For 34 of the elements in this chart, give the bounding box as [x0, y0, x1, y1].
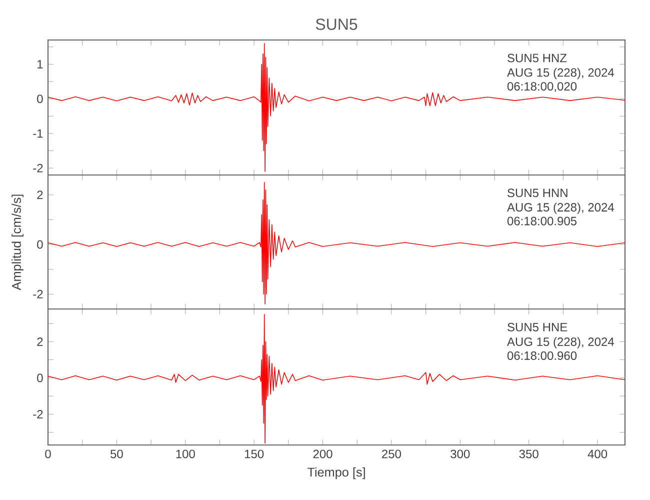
x-tick-label: 100	[176, 450, 195, 458]
y-tick-label: 0	[37, 240, 43, 249]
x-tick-label: 400	[588, 450, 608, 458]
x-tick-label: 300	[450, 450, 470, 458]
x-tick-label: 150	[244, 450, 264, 458]
y-tick-label: 2	[37, 337, 43, 346]
y-tick-label: 1	[38, 60, 43, 68]
line-series	[48, 182, 625, 304]
chart-title: SUN5	[316, 18, 358, 30]
y-tick-label: 2	[37, 190, 43, 200]
y-tick-label: -2	[33, 290, 43, 298]
x-tick-label: 250	[382, 450, 401, 458]
annotation: 06:18:00,020	[507, 82, 577, 92]
annotation: AUG 15 (228), 2024	[507, 337, 614, 348]
annotation: AUG 15 (228), 2024	[507, 68, 614, 80]
y-tick-label: -1	[33, 129, 43, 138]
y-tick-label: -2	[33, 164, 43, 172]
x-tick-label: 0	[45, 450, 51, 458]
line-series	[48, 43, 625, 172]
x-tick-label: 50	[110, 450, 123, 458]
annotation: 06:18:00.905	[507, 216, 577, 226]
x-tick-label: 350	[519, 450, 538, 458]
x-axis-title: Tiempo [s]	[307, 467, 365, 480]
annotation: SUN5 HNN	[508, 188, 568, 198]
y-axis-title: Amplitud [cm/s/s]	[12, 194, 24, 290]
annotation: SUN5 HNE	[508, 322, 568, 332]
y-tick-label: -2	[33, 410, 43, 418]
annotation: 06:18:00.960	[507, 351, 577, 360]
y-tick-label: 0	[37, 94, 43, 104]
annotation: SUN5 HNZ	[508, 54, 567, 62]
line-series	[48, 314, 625, 444]
annotation: AUG 15 (228), 2024	[507, 202, 614, 214]
x-tick-label: 200	[313, 450, 332, 458]
y-tick-label: 0	[37, 374, 43, 382]
